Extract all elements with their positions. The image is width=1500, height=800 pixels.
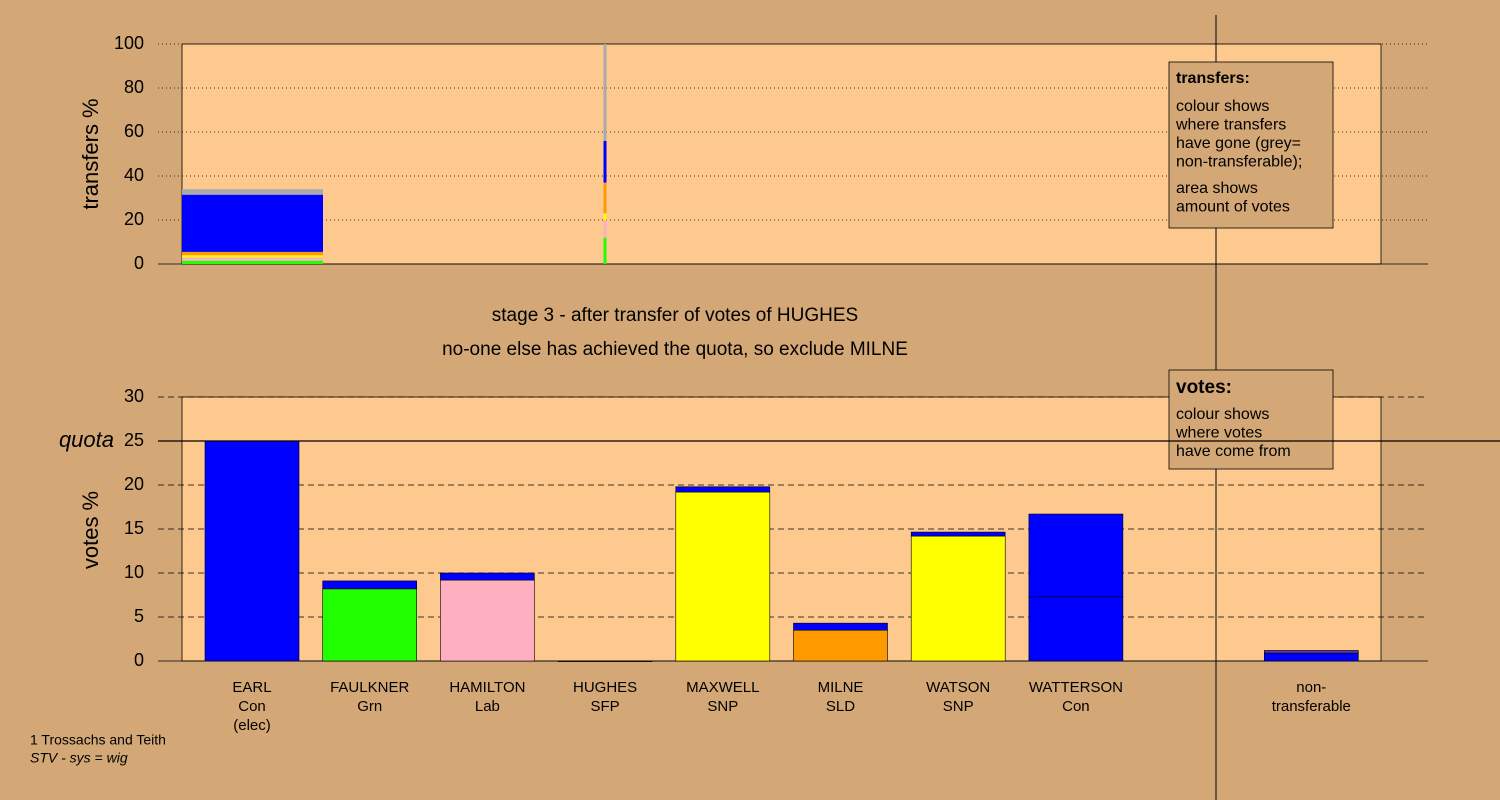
note-text: colour shows (1176, 406, 1269, 423)
chart-subtitle: no-one else has achieved the quota, so e… (442, 339, 908, 360)
y-tick-label: 100 (114, 33, 144, 53)
y-tick-label: 15 (124, 518, 144, 538)
note-text: amount of votes (1176, 199, 1290, 216)
footer-text: 1 Trossachs and Teith (30, 732, 166, 748)
bar-segment (182, 251, 323, 256)
bar-segment (603, 182, 607, 214)
y-tick-label: 25 (124, 430, 144, 450)
bar-segment (182, 257, 323, 261)
x-tick-label: WATSON (926, 679, 990, 696)
x-tick-label: Con (1062, 698, 1090, 715)
x-tick-label: EARL (232, 679, 271, 696)
y-tick-label: 60 (124, 121, 144, 141)
note-title: transfers: (1176, 70, 1250, 87)
note-text: have come from (1176, 443, 1291, 460)
x-tick-label: MILNE (818, 679, 864, 696)
y-tick-label: 80 (124, 77, 144, 97)
note-text: colour shows (1176, 98, 1269, 115)
note-text: where transfers (1175, 117, 1286, 134)
bar-segment (793, 629, 888, 662)
bar-segment (910, 535, 1006, 662)
y-tick-label: 10 (124, 562, 144, 582)
bar-segment (793, 622, 888, 631)
bar-segment (603, 44, 607, 141)
note-title: votes: (1176, 377, 1232, 398)
x-tick-label: MAXWELL (686, 679, 759, 696)
x-tick-label: Lab (475, 698, 500, 715)
y-tick-label: 0 (134, 253, 144, 273)
x-tick-label: HUGHES (573, 679, 637, 696)
y-tick-label: 20 (124, 474, 144, 494)
bar-segment (204, 440, 300, 662)
x-tick-label: non- (1296, 679, 1326, 696)
y-axis-title: votes % (78, 491, 103, 569)
quota-label: quota (59, 427, 114, 452)
x-tick-label: FAULKNER (330, 679, 409, 696)
note-text: where votes (1175, 425, 1262, 442)
bar-segment (675, 491, 771, 662)
x-tick-label: SNP (707, 698, 738, 715)
x-tick-label: WATTERSON (1029, 679, 1123, 696)
y-tick-label: 30 (124, 386, 144, 406)
y-axis-title: transfers % (78, 98, 103, 209)
x-tick-label: (elec) (233, 717, 271, 734)
bar-segment (603, 213, 607, 220)
x-tick-label: transferable (1272, 698, 1351, 715)
x-tick-label: SFP (591, 698, 620, 715)
note-text: area shows (1176, 180, 1258, 197)
y-tick-label: 20 (124, 209, 144, 229)
x-tick-label: Con (238, 698, 266, 715)
bar-segment (182, 194, 323, 252)
x-tick-label: SNP (943, 698, 974, 715)
bar-segment (1264, 650, 1359, 654)
note-box (1168, 61, 1334, 229)
y-tick-label: 40 (124, 165, 144, 185)
bar-segment (1028, 596, 1124, 662)
bar-segment (322, 580, 418, 590)
note-text: non-transferable); (1176, 154, 1302, 171)
bar-segment (603, 237, 607, 264)
y-tick-label: 5 (134, 606, 144, 626)
y-tick-label: 0 (134, 650, 144, 670)
bar-segment (1264, 652, 1359, 662)
bar-segment (557, 660, 653, 662)
bar-segment (322, 588, 418, 662)
note-box (1168, 369, 1334, 470)
bar-segment (603, 220, 607, 238)
bar-segment (182, 189, 323, 195)
bar-segment (440, 579, 535, 662)
bar-segment (675, 486, 771, 493)
chart-title: stage 3 - after transfer of votes of HUG… (492, 305, 858, 326)
x-tick-label: Grn (357, 698, 382, 715)
bar-segment (603, 140, 607, 183)
footer-text: STV - sys = wig (30, 750, 128, 766)
bar-segment (1028, 513, 1124, 598)
note-text: have gone (grey= (1176, 135, 1301, 152)
x-tick-label: SLD (826, 698, 855, 715)
x-tick-label: HAMILTON (449, 679, 525, 696)
bar-segment (182, 260, 323, 264)
bar-segment (910, 531, 1006, 537)
bar-segment (182, 255, 323, 258)
bar-segment (440, 572, 535, 581)
